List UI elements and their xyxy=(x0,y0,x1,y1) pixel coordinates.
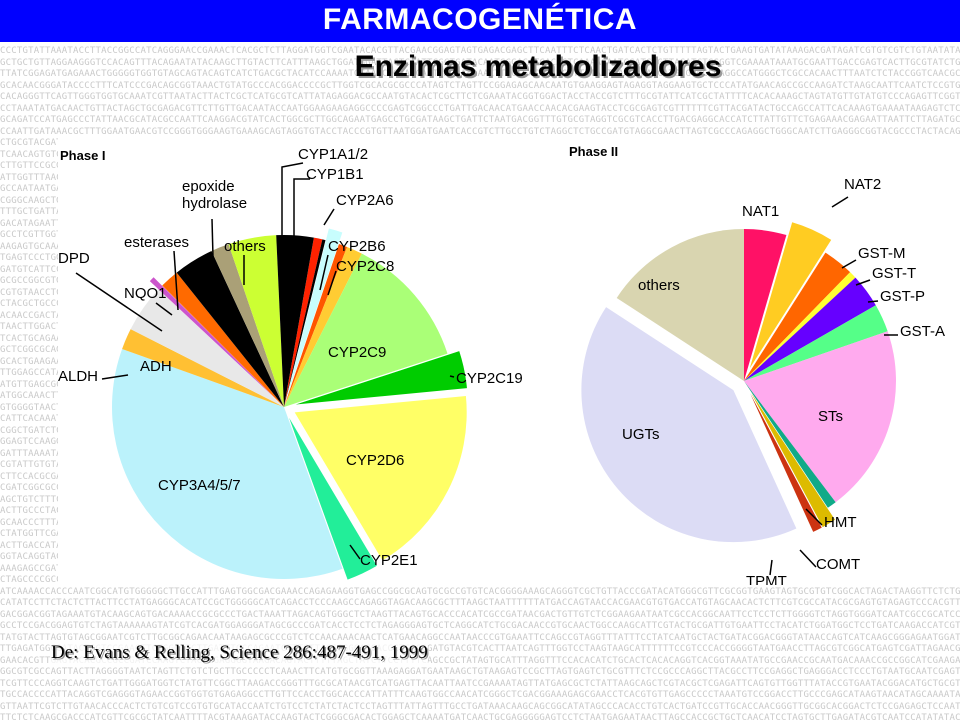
pie-slice-1-9 xyxy=(750,393,822,532)
pie-slice-1-2 xyxy=(744,252,851,381)
pie-slice-0-4 xyxy=(284,246,362,407)
pie-charts-figure: Phase I CYP1A1/2 CYP1B1 CYP2A6 CYP2B6 CYP2C8 C… xyxy=(58,144,945,585)
slice-label-1-1: NAT2 xyxy=(844,176,881,193)
leader-line-0-3 xyxy=(319,254,329,291)
slice-label-0-1: CYP1B1 xyxy=(306,166,364,183)
pie-slice-0-0 xyxy=(284,237,323,407)
leader-line-1-4 xyxy=(867,300,879,303)
leader-line-0-12 xyxy=(75,272,163,332)
pie-slice-0-17 xyxy=(276,235,314,407)
leader-line-1-2 xyxy=(841,259,857,269)
pie-slice-0-7 xyxy=(294,396,467,561)
pie-slice-1-8 xyxy=(751,393,836,528)
slice-label-0-15: hydrolase xyxy=(182,195,247,212)
slice-label-0-14: esterases xyxy=(124,234,189,251)
slice-label-1-2: GST-M xyxy=(858,245,906,262)
pie-slice-1-1 xyxy=(749,222,832,369)
slice-label-1-11: others xyxy=(638,277,680,294)
leader-line-1-3 xyxy=(855,279,871,286)
slice-label-0-10: ALDH xyxy=(58,368,98,385)
pie-slice-0-14 xyxy=(176,251,284,407)
slice-label-0-12: DPD xyxy=(58,250,90,267)
slice-label-1-4: GST-P xyxy=(880,288,925,305)
slice-label-0-3: CYP2B6 xyxy=(328,238,386,255)
slice-label-0-8: CYP2E1 xyxy=(360,552,418,569)
pie-slice-1-7 xyxy=(744,381,836,508)
leader-line-0-15 xyxy=(211,218,215,296)
slice-label-1-0: NAT1 xyxy=(742,203,779,220)
title-bar: FARMACOGENÉTICA xyxy=(0,0,960,42)
slice-label-0-0: CYP1A1/2 xyxy=(298,146,368,163)
leader-line-1-7 xyxy=(805,508,823,526)
pie-slice-0-9 xyxy=(112,348,343,579)
slice-label-0-7: CYP2D6 xyxy=(346,452,404,469)
pie-slice-0-6 xyxy=(295,351,467,405)
leader-line-0-0 xyxy=(281,162,304,283)
slice-label-0-16: others xyxy=(224,238,266,255)
pie-slice-0-11 xyxy=(130,289,284,407)
leader-line-1-1 xyxy=(831,196,849,208)
leader-line-0-14 xyxy=(173,250,179,311)
leader-line-1-8 xyxy=(799,549,817,568)
pie-slice-0-16 xyxy=(228,235,284,407)
pie-slice-0-13 xyxy=(162,272,284,407)
slice-label-0-2: CYP2A6 xyxy=(336,192,394,209)
pie-slice-0-1 xyxy=(284,239,326,407)
pie-slice-1-6 xyxy=(744,331,897,503)
slice-label-0-15: epoxide xyxy=(182,178,235,195)
leader-line-0-10 xyxy=(101,374,129,380)
slice-label-1-9: TPMT xyxy=(746,573,787,585)
slice-label-0-13: NQO1 xyxy=(124,285,167,302)
figure-panel: Phase I CYP1A1/2 CYP1B1 CYP2A6 CYP2B6 CYP2C8 C… xyxy=(58,135,960,585)
pie-slice-0-8 xyxy=(289,417,377,580)
chart-title-0: Phase I xyxy=(60,148,106,163)
leader-line-1-9 xyxy=(769,559,773,576)
pie-slice-1-10 xyxy=(581,307,797,543)
pie-slice-1-0 xyxy=(744,229,787,381)
pie-slice-1-11 xyxy=(616,229,744,381)
slice-label-1-8: COMT xyxy=(816,556,860,573)
pie-slice-0-2 xyxy=(287,228,343,396)
leader-line-0-4 xyxy=(327,270,337,296)
slice-label-0-9: CYP3A4/5/7 xyxy=(158,477,241,494)
chart-title-1: Phase II xyxy=(569,144,618,159)
pie-slice-0-12 xyxy=(149,277,276,399)
source-citation: De: Evans & Relling, Science 286:487-491… xyxy=(51,642,428,664)
pie-slice-1-3 xyxy=(744,272,856,381)
pie-slice-1-4 xyxy=(744,277,876,381)
slice-label-1-3: GST-T xyxy=(872,265,916,282)
page-title: FARMACOGENÉTICA xyxy=(322,3,638,36)
slice-label-0-5: CYP2C9 xyxy=(328,344,386,361)
pie-slice-1-5 xyxy=(744,305,888,381)
pie-slice-0-5 xyxy=(284,253,448,407)
slide-subtitle: Enzimas metabolizadores xyxy=(354,50,722,83)
leader-line-0-13 xyxy=(155,302,173,316)
slice-label-1-7: HMT xyxy=(824,514,857,531)
slice-label-1-10: UGTs xyxy=(622,426,660,443)
slice-label-0-11: ADH xyxy=(140,358,172,375)
leader-line-0-6 xyxy=(449,375,455,378)
leader-line-0-8 xyxy=(349,544,361,560)
slice-label-1-5: GST-A xyxy=(900,323,945,340)
leader-line-0-2 xyxy=(323,208,335,226)
slice-label-0-6: CYP2C19 xyxy=(456,370,523,387)
slice-label-0-4: CYP2C8 xyxy=(336,258,394,275)
leader-line-0-1 xyxy=(293,178,310,281)
pie-slice-0-15 xyxy=(211,244,284,407)
slice-label-1-6: STs xyxy=(818,408,843,425)
pie-slice-0-10 xyxy=(122,329,284,407)
